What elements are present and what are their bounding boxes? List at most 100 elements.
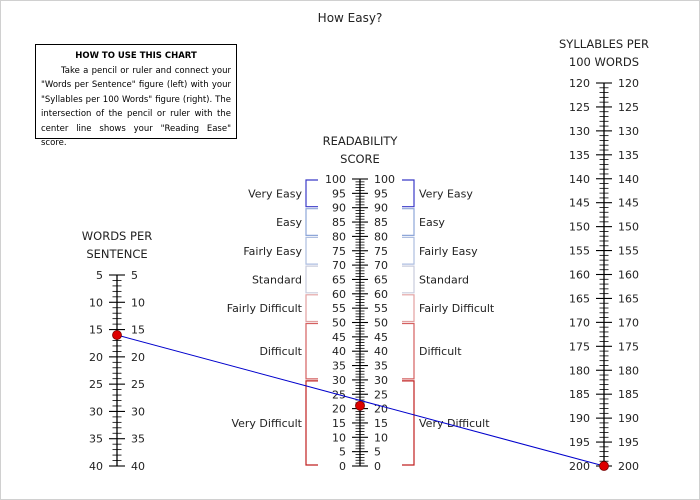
band-label-right: Easy (419, 216, 445, 229)
band-label-left: Fairly Difficult (227, 302, 303, 315)
band-label-left: Fairly Easy (243, 245, 302, 258)
scale-label: WORDS PER (82, 229, 152, 243)
scale-label: 100 WORDS (569, 55, 639, 69)
band-very-difficult: Very Difficult Very Difficult (231, 380, 490, 466)
scale-label: SCORE (340, 152, 380, 166)
tick-label-left: 125 (569, 101, 590, 114)
band-bracket-right (402, 380, 415, 466)
tick-label-right: 35 (131, 433, 145, 446)
tick-label-right: 30 (374, 374, 388, 387)
tick-label-left: 155 (569, 245, 590, 258)
tick-label-right: 95 (374, 187, 388, 200)
band-label-right: Very Difficult (419, 417, 490, 430)
tick-label-left: 20 (332, 403, 346, 416)
tick-label-left: 70 (332, 259, 346, 272)
tick-label-left: 40 (89, 460, 103, 473)
tick-label-right: 40 (374, 345, 388, 358)
band-bracket-left (305, 294, 318, 323)
band-label-right: Difficult (419, 345, 462, 358)
tick-label-left: 135 (569, 149, 590, 162)
band-bracket-right (402, 322, 415, 380)
tick-label-right: 120 (618, 77, 639, 90)
tick-label-left: 65 (332, 273, 346, 286)
tick-label-left: 10 (89, 296, 103, 309)
tick-label-right: 170 (618, 316, 639, 329)
tick-label-left: 30 (332, 374, 346, 387)
band-standard: Standard Standard (252, 265, 469, 294)
band-bracket-right (402, 294, 415, 323)
band-bracket-right (402, 265, 415, 294)
tick-label-right: 145 (618, 197, 639, 210)
tick-label-left: 35 (332, 360, 346, 373)
tick-label-left: 140 (569, 173, 590, 186)
tick-label-right: 190 (618, 412, 639, 425)
band-bracket-right (402, 208, 415, 236)
tick-label-right: 90 (374, 202, 388, 215)
tick-label-right: 30 (131, 405, 145, 418)
tick-label-left: 15 (89, 324, 103, 337)
tick-label-right: 155 (618, 245, 639, 258)
tick-label-right: 80 (374, 230, 388, 243)
scale-label: SYLLABLES PER (559, 37, 649, 51)
instructions-text: Take a pencil or ruler and connect your … (41, 65, 231, 149)
tick-label-right: 5 (131, 269, 138, 282)
tick-label-right: 200 (618, 460, 639, 473)
tick-label-left: 95 (332, 187, 346, 200)
tick-label-right: 185 (618, 388, 639, 401)
tick-label-right: 25 (374, 388, 388, 401)
tick-label-left: 185 (569, 388, 590, 401)
tick-label-right: 65 (374, 273, 388, 286)
instructions-box: HOW TO USE THIS CHART Take a pencil or r… (35, 44, 237, 148)
tick-label-right: 180 (618, 364, 639, 377)
band-label-right: Fairly Difficult (419, 302, 495, 315)
tick-label-right: 45 (374, 331, 388, 344)
tick-label-right: 20 (131, 351, 145, 364)
tick-label-left: 75 (332, 245, 346, 258)
band-label-right: Very Easy (419, 187, 473, 200)
band-bracket-right (402, 236, 415, 265)
band-label-left: Difficult (259, 345, 302, 358)
words-marker (112, 330, 122, 340)
tick-label-right: 160 (618, 269, 639, 282)
tick-label-left: 180 (569, 364, 590, 377)
tick-label-right: 85 (374, 216, 388, 229)
tick-label-right: 175 (618, 340, 639, 353)
tick-label-left: 90 (332, 202, 346, 215)
tick-label-right: 10 (374, 431, 388, 444)
tick-label-right: 165 (618, 292, 639, 305)
tick-label-right: 135 (618, 149, 639, 162)
tick-label-left: 100 (325, 173, 346, 186)
tick-label-left: 10 (332, 431, 346, 444)
syllables-marker (599, 461, 609, 471)
tick-label-left: 170 (569, 316, 590, 329)
band-bracket-left (305, 322, 318, 380)
tick-label-left: 45 (332, 331, 346, 344)
readability-marker (355, 400, 365, 411)
band-fairly-easy: Fairly Easy Fairly Easy (243, 236, 478, 265)
tick-label-right: 40 (131, 460, 145, 473)
tick-label-right: 25 (131, 378, 145, 391)
scale-syllables: SYLLABLES PER 100 WORDS 120 120 125 125 130 130… (559, 37, 649, 473)
tick-label-left: 15 (332, 417, 346, 430)
band-difficult: Difficult Difficult (259, 322, 462, 380)
tick-label-right: 15 (131, 324, 145, 337)
tick-label-right: 35 (374, 360, 388, 373)
band-bracket-left (305, 208, 318, 236)
tick-label-left: 165 (569, 292, 590, 305)
band-label-left: Very Difficult (231, 417, 302, 430)
chart-title: How Easy? (318, 11, 383, 25)
instructions-heading: HOW TO USE THIS CHART (75, 51, 197, 61)
tick-label-left: 35 (89, 433, 103, 446)
tick-label-right: 150 (618, 221, 639, 234)
tick-label-left: 60 (332, 288, 346, 301)
tick-label-right: 75 (374, 245, 388, 258)
tick-label-right: 60 (374, 288, 388, 301)
reading-line (116, 334, 605, 467)
tick-label-right: 130 (618, 125, 639, 138)
tick-label-left: 200 (569, 460, 590, 473)
band-very-easy: Very Easy Very Easy (248, 179, 473, 208)
tick-label-left: 130 (569, 125, 590, 138)
